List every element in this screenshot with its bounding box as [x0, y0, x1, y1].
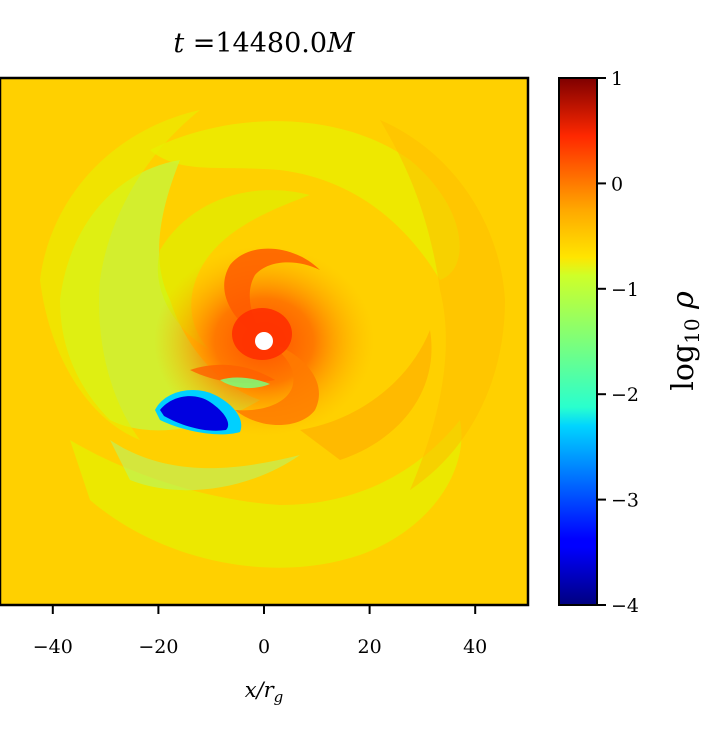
- colorbar-label: log10 ρ: [666, 291, 704, 391]
- colorbar-tick-label: −1: [611, 279, 639, 301]
- underdense-blue: [160, 396, 229, 431]
- colorbar-tick-label: −3: [611, 490, 639, 512]
- x-tick-label: −40: [33, 636, 73, 658]
- x-tick-label: 0: [258, 636, 270, 658]
- swirl-band-4: [40, 110, 200, 440]
- colorbar: [558, 77, 598, 606]
- swirl-band-6: [380, 120, 505, 490]
- colorbar-tick-label: −4: [611, 595, 639, 617]
- swirl-band-1: [150, 121, 460, 280]
- x-tick-label: 20: [358, 636, 382, 658]
- spiral-arm-2: [235, 341, 319, 425]
- colorbar-tick-label: 1: [611, 68, 623, 90]
- colorbar-tick-label: −2: [611, 384, 639, 406]
- x-axis-label: x/rg: [245, 678, 284, 706]
- spiral-arm-3: [190, 364, 275, 383]
- heatmap-panel: [0, 78, 528, 605]
- swirl-band-8: [157, 190, 310, 350]
- swirl-band-3: [70, 420, 462, 568]
- colorbar-ticks: 1 0 −1 −2 −3 −4: [597, 68, 639, 617]
- swirl-band-7: [300, 330, 432, 460]
- chart-title: t =14480.0M: [173, 28, 356, 59]
- x-tick-label: −20: [138, 636, 178, 658]
- x-axis-ticks: −40 −20 0 20 40: [33, 605, 487, 658]
- black-hole-excision: [255, 332, 273, 350]
- colorbar-tick-label: 0: [611, 173, 623, 195]
- green-patch: [220, 377, 270, 389]
- x-tick-label: 40: [463, 636, 487, 658]
- swirl-band-5: [110, 440, 300, 491]
